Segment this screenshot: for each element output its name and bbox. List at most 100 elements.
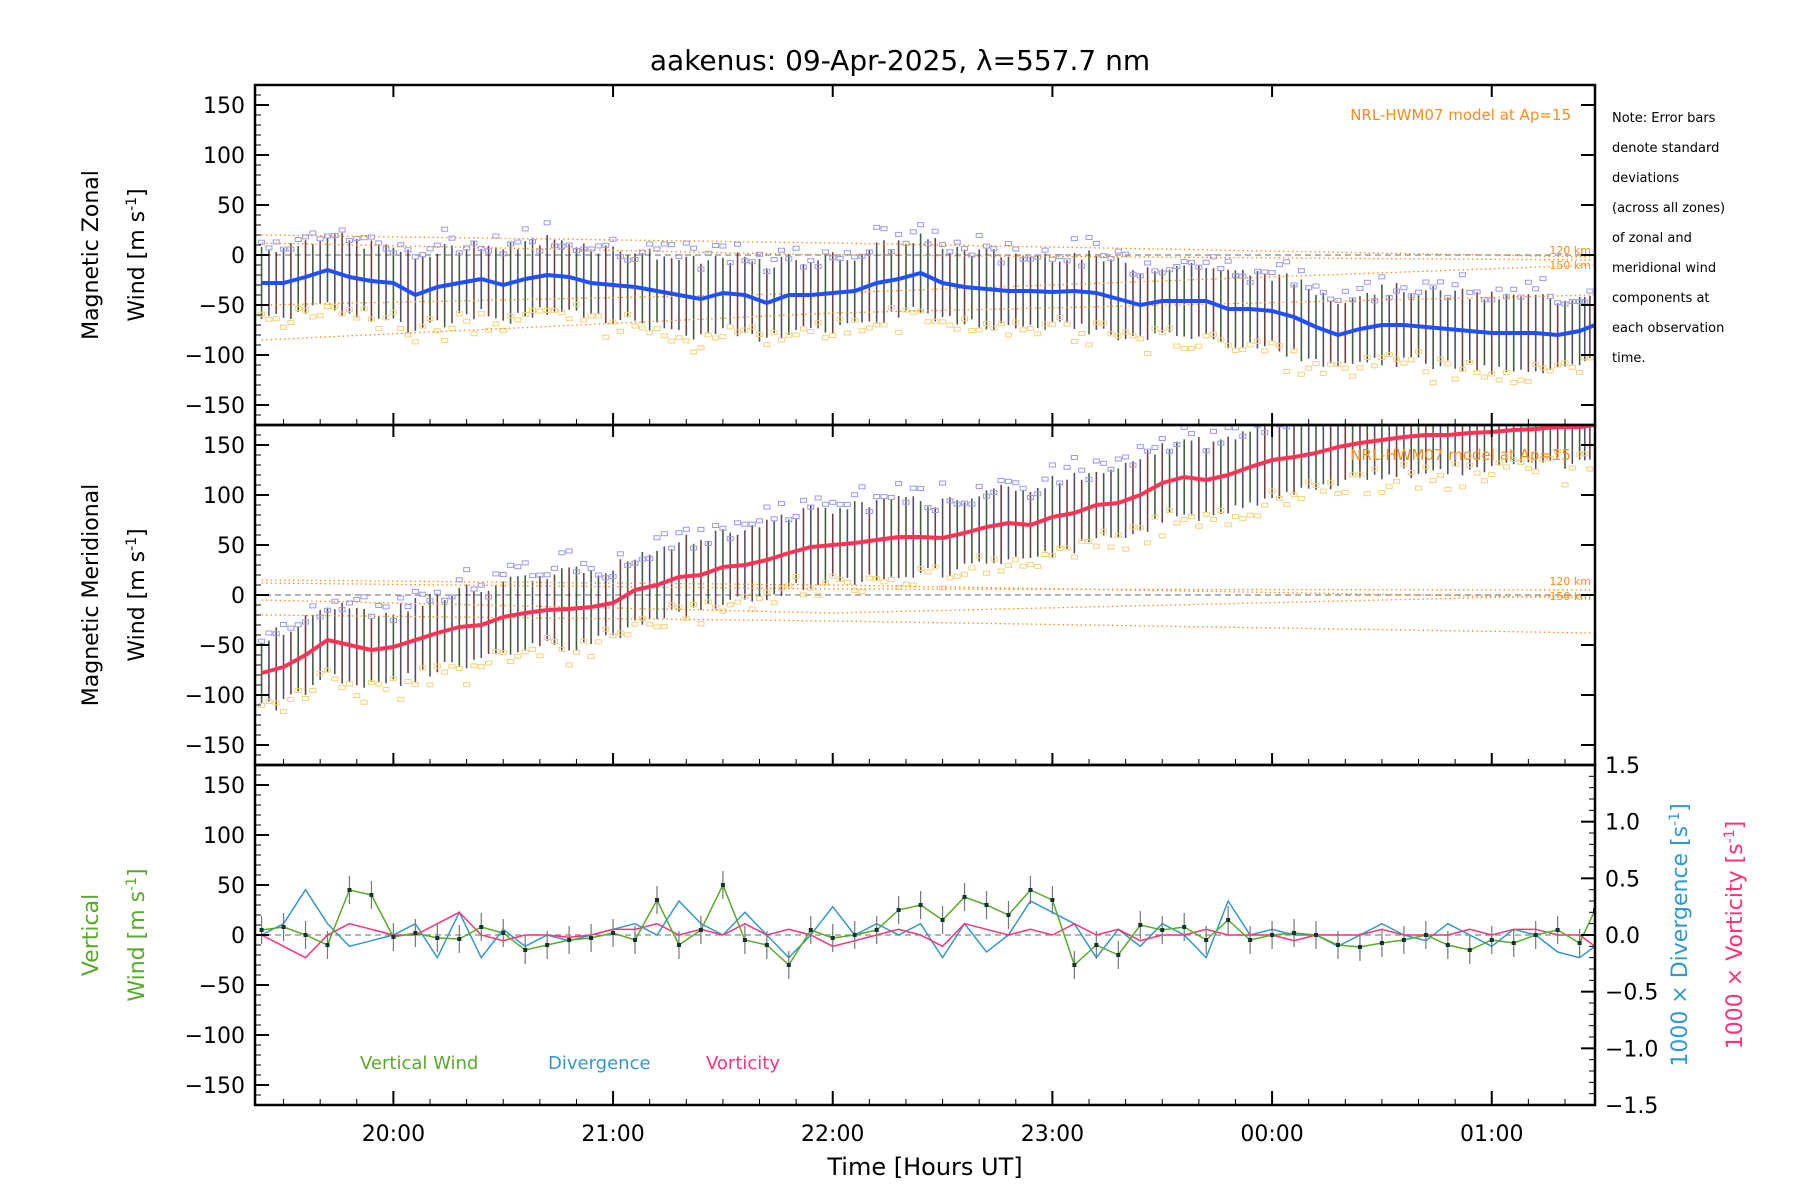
scatter-marker (638, 556, 646, 562)
scatter-marker (624, 632, 632, 638)
scatter-marker (858, 484, 866, 490)
scatter-marker (514, 317, 522, 323)
scatter-marker (1495, 460, 1503, 466)
scatter-marker (807, 329, 815, 335)
scatter-marker (529, 573, 537, 579)
km-label: 150 km (1549, 590, 1591, 603)
scatter-marker (345, 307, 353, 313)
scatter-marker (1407, 357, 1415, 363)
scatter-marker (1122, 546, 1130, 552)
scatter-marker (1576, 369, 1584, 375)
scatter-marker (1224, 258, 1232, 264)
scatter-marker (961, 571, 969, 577)
data-point (984, 903, 989, 907)
y2-tick-label: −1.0 (1605, 1037, 1658, 1062)
scatter-marker (1385, 484, 1393, 490)
scatter-marker (1378, 490, 1386, 496)
scatter-marker (931, 507, 939, 513)
note-line: time. (1612, 351, 1646, 366)
scatter-marker (1268, 488, 1276, 494)
model-curve (261, 614, 1595, 634)
scatter-marker (448, 594, 456, 600)
y-axis-label: Wind [m s-1] (124, 188, 150, 321)
scatter-marker (1166, 267, 1174, 273)
scatter-marker (1012, 557, 1020, 563)
scatter-marker (990, 325, 998, 331)
scatter-marker (1180, 259, 1188, 265)
scatter-marker (792, 574, 800, 580)
scatter-marker (1489, 399, 1495, 403)
scatter-marker (1158, 435, 1166, 441)
scatter-marker (1510, 286, 1518, 292)
scatter-marker (338, 685, 346, 691)
scatter-marker (1041, 247, 1049, 253)
x-tick-label: 21:00 (581, 1122, 644, 1147)
scatter-marker (507, 659, 515, 665)
scatter-marker (997, 321, 1005, 327)
scatter-marker (543, 220, 551, 226)
scatter-marker (1188, 345, 1196, 351)
data-point (1116, 953, 1121, 957)
scatter-marker (419, 323, 427, 329)
scatter-marker (1004, 241, 1012, 247)
scatter-marker (1231, 425, 1239, 431)
data-point (523, 948, 528, 952)
scatter-marker (1085, 477, 1093, 483)
scatter-marker (968, 252, 976, 258)
scatter-marker (624, 312, 632, 318)
scatter-marker (441, 226, 449, 232)
y2-tick-label: −1.5 (1605, 1094, 1658, 1119)
scatter-marker (675, 530, 683, 536)
scatter-marker (653, 326, 661, 332)
scatter-marker (367, 679, 375, 685)
scatter-marker (756, 518, 764, 524)
scatter-marker (536, 308, 544, 314)
scatter-marker (756, 251, 764, 257)
scatter-marker (880, 579, 888, 585)
data-point (435, 936, 440, 940)
scatter-marker (1305, 285, 1313, 291)
scatter-marker (1319, 488, 1327, 494)
scatter-marker (345, 681, 353, 687)
scatter-marker (1283, 368, 1291, 374)
model-curve (261, 294, 1595, 341)
scatter-marker (1568, 364, 1576, 370)
scatter-marker (1290, 348, 1298, 354)
scatter-marker (1195, 343, 1203, 349)
scatter-marker (1349, 373, 1357, 379)
scatter-marker (836, 256, 844, 262)
model-curve (261, 242, 1595, 261)
y2-tick-label: 1.0 (1605, 811, 1640, 836)
scatter-marker (1313, 417, 1319, 421)
scatter-marker (660, 623, 668, 629)
scatter-marker (968, 328, 976, 334)
panel-vertical: Vertical Wind Divergence Vorticity 1.5 1.0 0.… (79, 754, 1748, 1181)
scatter-marker (631, 560, 639, 566)
note-line: components at (1612, 291, 1710, 306)
scatter-marker (375, 681, 383, 687)
scatter-marker (433, 589, 441, 595)
data-point (1577, 941, 1582, 945)
scatter-marker (1114, 532, 1122, 538)
scatter-marker (653, 624, 661, 630)
scatter-marker (1268, 270, 1276, 276)
y-tick-label: 100 (203, 144, 245, 169)
scatter-marker (1576, 299, 1584, 305)
scatter-marker (1122, 454, 1130, 460)
scatter-marker (375, 325, 383, 331)
scatter-marker (1188, 259, 1196, 265)
scatter-marker (1100, 528, 1108, 534)
scatter-marker (1363, 354, 1371, 360)
scatter-marker (1350, 407, 1356, 411)
scatter-marker (939, 585, 947, 591)
y-tick-label: 50 (217, 534, 245, 559)
scatter-marker (1408, 397, 1414, 401)
scatter-marker (426, 246, 434, 252)
scatter-marker (543, 572, 551, 578)
scatter-marker (1151, 445, 1159, 451)
scatter-marker (499, 251, 507, 257)
scatter-marker (404, 332, 412, 338)
scatter-marker (631, 621, 639, 627)
model-curve (261, 582, 1595, 591)
data-point (457, 937, 462, 941)
